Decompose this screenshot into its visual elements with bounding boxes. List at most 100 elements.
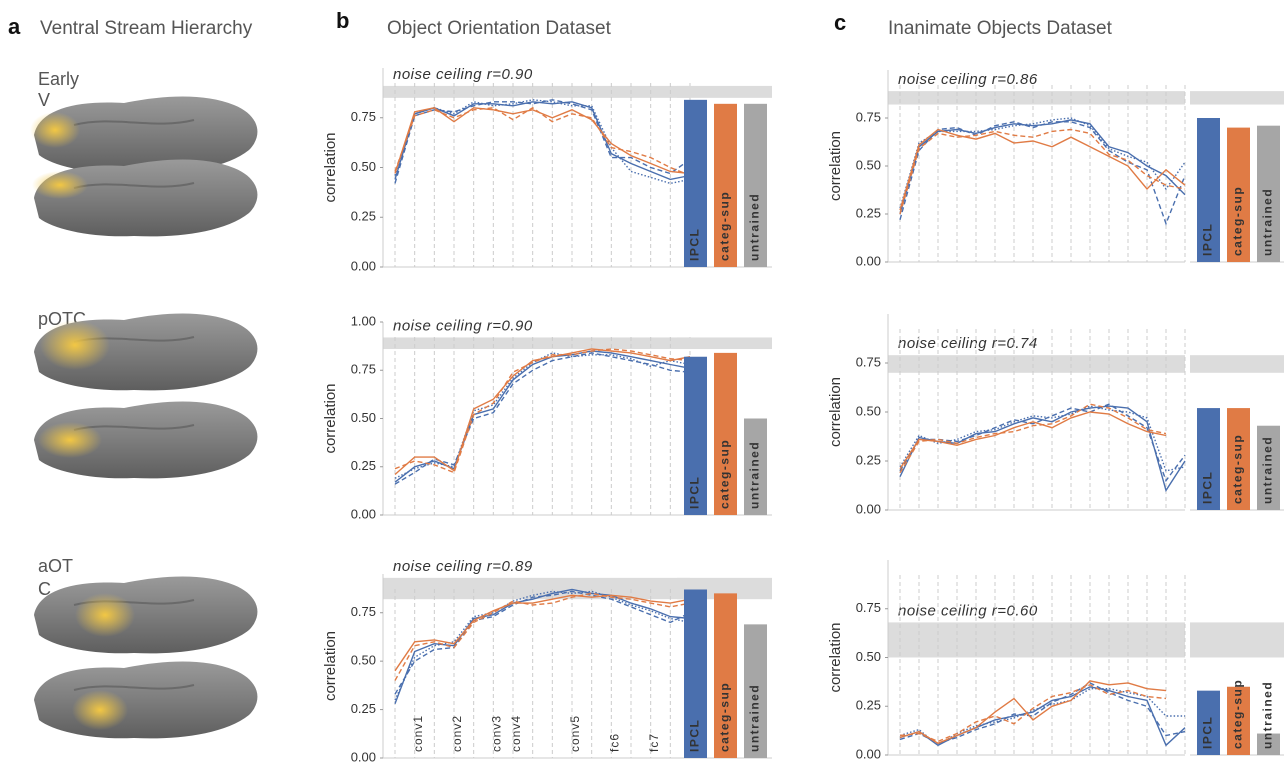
series-line — [395, 349, 690, 473]
series-line — [900, 689, 1185, 746]
bar-label: IPCL — [688, 719, 702, 752]
noise-ceiling-band — [888, 91, 1185, 104]
bar-label: IPCL — [1201, 223, 1215, 256]
x-tick-label: fc6 — [608, 733, 622, 752]
bar-label: categ-sup — [1231, 434, 1245, 504]
panel-title: Object Orientation Dataset — [387, 18, 612, 39]
y-tick-label: 0.75 — [856, 109, 881, 124]
y-tick-label: 0.25 — [351, 209, 376, 224]
series-line — [395, 353, 690, 484]
region-label: aOT — [38, 556, 73, 576]
series-line — [395, 351, 690, 482]
y-tick-label: 1.00 — [351, 313, 376, 328]
series-line — [395, 100, 690, 184]
series-line — [395, 593, 690, 680]
series-line — [900, 406, 1185, 471]
series-line — [900, 130, 1185, 215]
y-tick-label: 0.00 — [856, 253, 881, 268]
y-axis-label: correlation — [827, 622, 844, 692]
series-line — [395, 108, 690, 174]
series-line — [395, 353, 690, 478]
bar-label: untrained — [748, 193, 762, 261]
bar-label: untrained — [1261, 681, 1275, 749]
y-tick-label: 0.00 — [351, 258, 376, 273]
y-tick-label: 0.50 — [351, 653, 376, 668]
y-tick-label: 0.25 — [351, 458, 376, 473]
noise-ceiling-band — [677, 337, 772, 349]
noise-ceiling-band — [383, 578, 690, 599]
y-tick-label: 0.25 — [856, 698, 881, 713]
y-axis-label: correlation — [322, 383, 339, 453]
x-tick-label: conv4 — [509, 715, 523, 752]
noise-ceiling-band — [383, 337, 690, 349]
y-tick-label: 0.00 — [856, 746, 881, 761]
region-label: V — [38, 90, 50, 110]
y-axis-label: correlation — [827, 377, 844, 447]
bar-label: categ-sup — [1231, 186, 1245, 256]
series-line — [395, 590, 690, 704]
y-tick-label: 0.75 — [856, 354, 881, 369]
noise-ceiling-label: noise ceiling r=0.90 — [393, 66, 533, 83]
bar-label: IPCL — [688, 228, 702, 261]
y-tick-label: 0.25 — [351, 701, 376, 716]
panel-letter: b — [336, 8, 349, 33]
panel-letter: c — [834, 10, 846, 35]
x-tick-label: fc7 — [647, 733, 661, 752]
series-line — [395, 349, 690, 475]
y-tick-label: 0.75 — [856, 600, 881, 615]
y-tick-label: 0.00 — [351, 749, 376, 764]
panel-title: Ventral Stream Hierarchy — [40, 18, 253, 39]
panel-title: Inanimate Objects Dataset — [888, 18, 1113, 39]
bar-label: untrained — [748, 441, 762, 509]
bar-label: categ-sup — [718, 191, 732, 261]
bar-label: untrained — [1261, 188, 1275, 256]
noise-ceiling-band — [1190, 622, 1284, 657]
noise-ceiling-band — [383, 86, 690, 98]
x-tick-label: conv3 — [490, 715, 504, 752]
y-tick-label: 0.75 — [351, 604, 376, 619]
noise-ceiling-band — [888, 355, 1185, 373]
bar-label: untrained — [748, 684, 762, 752]
series-line — [900, 130, 1185, 211]
series-line — [900, 406, 1185, 490]
brain-aotc — [34, 577, 257, 739]
y-axis-label: correlation — [322, 631, 339, 701]
x-tick-label: conv2 — [450, 715, 464, 752]
y-axis-label: correlation — [322, 132, 339, 202]
series-line — [900, 122, 1185, 224]
noise-ceiling-label: noise ceiling r=0.90 — [393, 317, 533, 334]
bar-label: categ-sup — [1231, 679, 1245, 749]
brain-potc — [34, 314, 257, 479]
y-tick-label: 0.75 — [351, 109, 376, 124]
y-axis-label: correlation — [827, 131, 844, 201]
region-label: Early — [38, 69, 79, 89]
series-line — [395, 100, 690, 184]
y-tick-label: 0.50 — [856, 157, 881, 172]
y-tick-label: 0.50 — [856, 403, 881, 418]
y-tick-label: 0.75 — [351, 362, 376, 377]
y-tick-label: 0.25 — [856, 452, 881, 467]
noise-ceiling-band — [677, 86, 772, 98]
y-tick-label: 0.50 — [351, 410, 376, 425]
bar-label: categ-sup — [718, 682, 732, 752]
bar-label: IPCL — [1201, 716, 1215, 749]
y-tick-label: 0.00 — [351, 506, 376, 521]
noise-ceiling-band — [888, 622, 1185, 657]
bar-label: categ-sup — [718, 439, 732, 509]
bar-label: IPCL — [1201, 471, 1215, 504]
y-tick-label: 0.25 — [856, 205, 881, 220]
noise-ceiling-label: noise ceiling r=0.89 — [393, 558, 533, 575]
bar-label: untrained — [1261, 436, 1275, 504]
series-line — [395, 595, 690, 671]
y-tick-label: 0.00 — [856, 501, 881, 516]
y-tick-label: 0.50 — [856, 649, 881, 664]
noise-ceiling-band — [1190, 355, 1284, 373]
noise-ceiling-band — [1190, 91, 1284, 104]
x-tick-label: conv1 — [411, 715, 425, 752]
figure: a Ventral Stream Hierarchy b Object Orie… — [0, 0, 1284, 764]
y-tick-label: 0.50 — [351, 159, 376, 174]
bar-label: IPCL — [688, 476, 702, 509]
brain-early-v — [30, 97, 257, 237]
panel-letter: a — [8, 14, 21, 39]
x-tick-label: conv5 — [568, 715, 582, 752]
